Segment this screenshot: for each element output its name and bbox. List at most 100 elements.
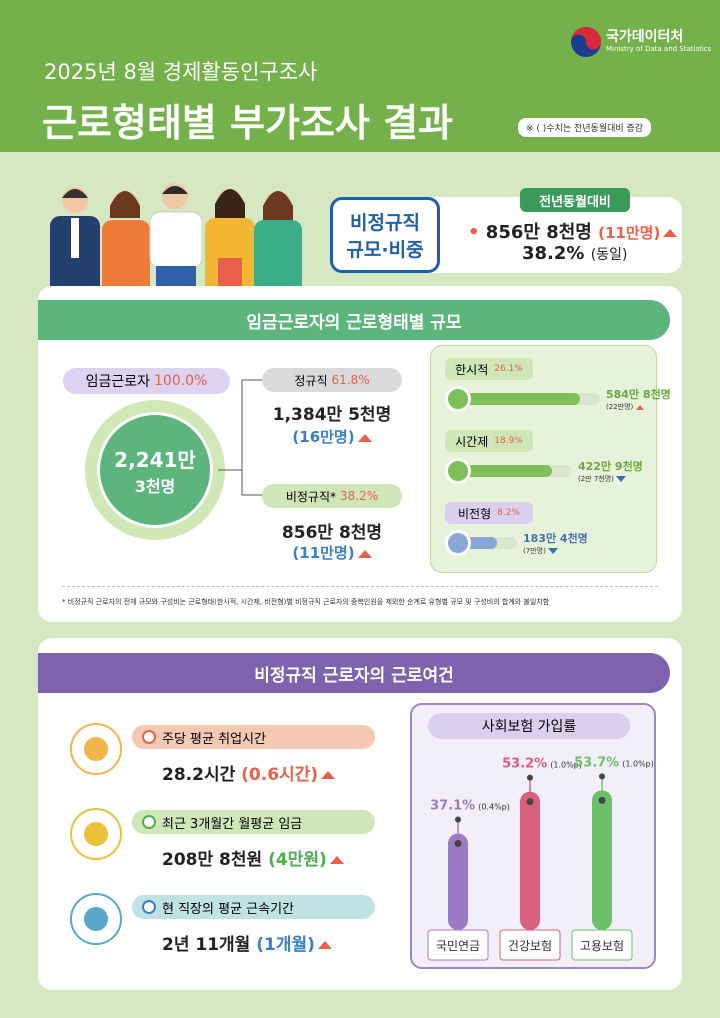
people-illustration xyxy=(50,183,302,302)
pill-bullet xyxy=(142,900,156,914)
arrow xyxy=(547,548,558,554)
category-label: 국민연금 xyxy=(436,939,480,953)
insurance-bar xyxy=(520,791,540,930)
item-value-row: 28.2시간 (0.6시간) xyxy=(162,760,336,785)
insurance-dot xyxy=(527,774,533,781)
nonregular-label: 비정규직* xyxy=(285,489,337,504)
item-value: 208만 8천원 xyxy=(162,850,263,870)
category-box xyxy=(499,929,561,961)
up-arrow xyxy=(357,549,372,558)
summary-size-change: (11만명) xyxy=(598,224,661,242)
type-label: 시간제 xyxy=(455,434,489,449)
total-label: 임금근로자 xyxy=(85,374,150,390)
insurance-label: 37.1% (0.4%p) xyxy=(430,799,510,814)
summary-share-change: (동일) xyxy=(590,247,628,263)
type-icon xyxy=(445,386,471,412)
regular-change: (16만명) xyxy=(292,428,355,446)
item-pill: 주당 평균 취업시간 xyxy=(132,725,375,749)
pill-bullet xyxy=(142,815,156,829)
summary-share-row: 38.2% (동일) xyxy=(522,243,627,264)
logo-mark xyxy=(571,27,601,57)
type-icon xyxy=(445,458,471,484)
type-bar xyxy=(452,465,552,477)
insurance-title: 사회보험 가입률 xyxy=(428,713,630,739)
insurance-value-label: 53.7% xyxy=(574,755,619,770)
item-icon-dot xyxy=(84,907,108,931)
item-icon-dot xyxy=(84,822,108,846)
summary-size-row: • 856만 8천명 (11만명) xyxy=(468,218,678,244)
category-box xyxy=(427,929,489,961)
category-label: 고용보험 xyxy=(580,939,624,953)
item-value: 2년 11개월 xyxy=(162,935,251,955)
insurance-dot xyxy=(598,796,606,804)
logo-name: 국가데이터처 xyxy=(606,29,684,45)
total-value: 2,241만 xyxy=(114,447,196,472)
item-change: (4만원) xyxy=(268,850,327,870)
subtitle: 2025년 8월 경제활동인구조사 xyxy=(44,60,318,84)
footnote: * 비정규직 근로자의 전체 규모와 구성비는 근로형태(한시적, 시간제, 비… xyxy=(62,598,550,606)
item-label: 현 직장의 평균 근속기간 xyxy=(162,901,294,917)
insurance-value-label: 53.2% xyxy=(502,757,547,772)
item-label: 주당 평균 취업시간 xyxy=(162,731,266,747)
nonregular-pill: 비정규직* 38.2% xyxy=(262,484,402,508)
title: 근로형태별 부가조사 결과 xyxy=(42,101,454,145)
type-pill: 한시적 26.1% xyxy=(445,358,533,380)
summary-label: 비정규직 규모·비중 xyxy=(330,197,440,273)
item-value-row: 2년 11개월 (1개월) xyxy=(162,930,332,955)
total-circle: 2,241만 3천명 xyxy=(97,412,213,528)
insurance-label: 53.7% (1.0%p) xyxy=(574,755,654,770)
type-pill: 비전형 8.2% xyxy=(445,502,533,524)
summary-label-line: 규모·비중 xyxy=(346,239,424,261)
section1-title: 임금근로자의 근로형태별 규모 xyxy=(38,300,670,340)
category-label: 건강보험 xyxy=(508,939,552,953)
item-label: 최근 3개월간 월평균 임금 xyxy=(162,816,303,832)
summary-badge: 전년동월대비 xyxy=(520,188,630,212)
up-arrow xyxy=(357,433,372,442)
type-share: 26.1% xyxy=(494,364,523,374)
insurance-change: (0.4%p) xyxy=(478,803,510,812)
nonregular-share: 38.2% xyxy=(340,489,379,503)
type-value: 422만 9천명 xyxy=(578,460,643,473)
regular-label: 정규직 xyxy=(294,373,328,388)
item-change: (0.6시간) xyxy=(241,765,319,785)
up-arrow xyxy=(663,229,678,237)
divider xyxy=(62,586,658,587)
insurance-label: 53.2% (1.0%p) xyxy=(502,757,582,772)
regular-pill: 정규직 61.8% xyxy=(262,368,402,392)
type-change-row: (22만명) xyxy=(606,402,645,412)
note: ※ ( )수치는 전년동월대비 증감 xyxy=(518,118,652,137)
type-share: 18.9% xyxy=(494,436,523,446)
regular-share: 61.8% xyxy=(331,373,370,387)
arrow xyxy=(636,404,645,410)
insurance-change: (1.0%p) xyxy=(622,759,654,768)
category-box xyxy=(571,929,633,961)
insurance-dot xyxy=(599,773,605,780)
item-icon-dot xyxy=(84,737,108,761)
nonregular-change: (11만명) xyxy=(292,544,355,562)
item-change: (1개월) xyxy=(256,935,315,955)
type-label: 한시적 xyxy=(455,362,489,377)
item-pill: 현 직장의 평균 근속기간 xyxy=(132,895,375,919)
nonregular-value: 856만 8천명 xyxy=(281,523,383,543)
summary-share: 38.2% xyxy=(522,243,585,264)
item-value: 28.2시간 xyxy=(162,765,236,785)
item-value-row: 208만 8천원 (4만원) xyxy=(162,845,344,870)
insurance-dot xyxy=(454,840,462,848)
type-pill: 시간제 18.9% xyxy=(445,430,533,452)
arrow xyxy=(615,476,626,482)
summary-size: 856만 8천명 xyxy=(485,222,592,243)
insurance-bar xyxy=(448,833,468,930)
tree-lines xyxy=(218,379,265,496)
insurance-dot xyxy=(455,816,461,823)
up-arrow xyxy=(329,856,344,864)
insurance-bar xyxy=(592,790,612,930)
type-icon xyxy=(445,530,471,556)
total-pill: 임금근로자 100.0% xyxy=(63,368,230,394)
logo-english: Ministry of Data and Statistics xyxy=(606,45,712,53)
insurance-change: (1.0%p) xyxy=(550,761,582,770)
type-bar xyxy=(452,393,580,405)
type-share: 8.2% xyxy=(497,508,520,518)
type-change: (2만 7천명) xyxy=(578,475,614,483)
